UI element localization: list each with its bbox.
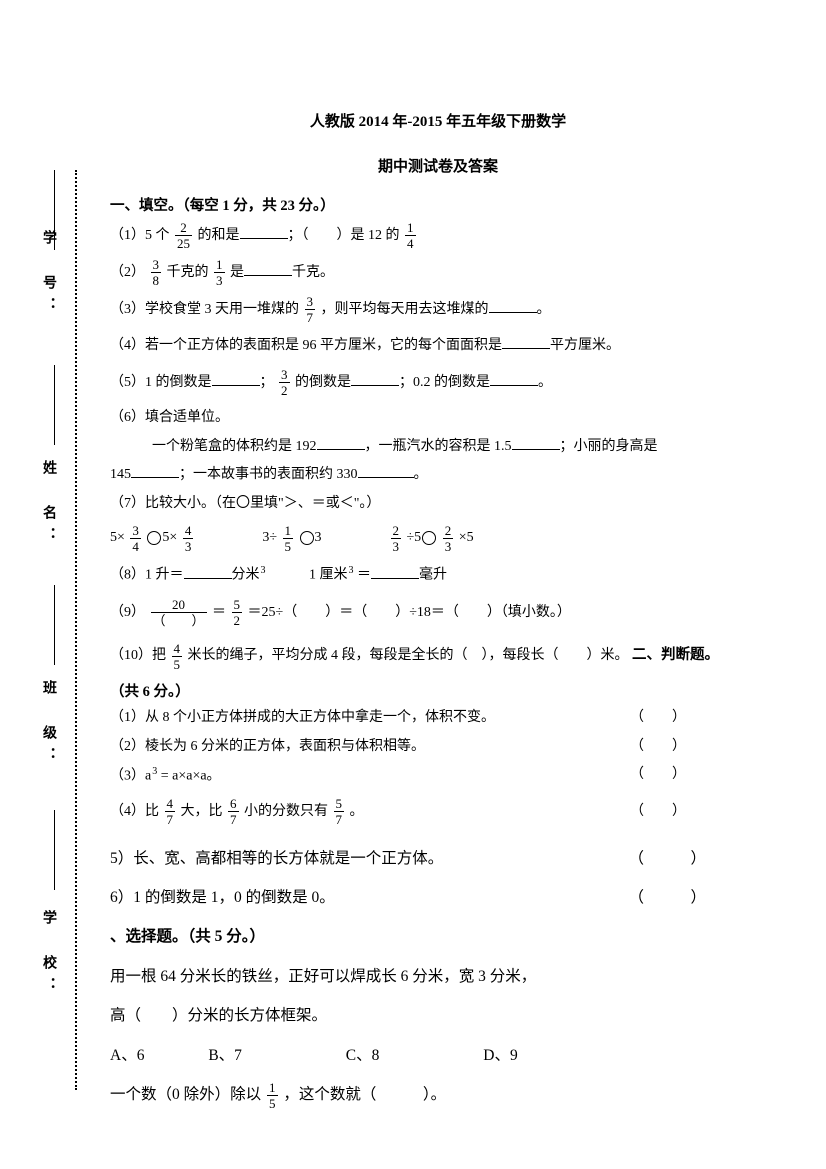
doc-title-1: 人教版 2014 年-2015 年五年级下册数学 [110,110,766,131]
s2q3: （3）a3 = a×a×a。 （ ） [110,762,766,790]
side-blank-class [54,585,55,665]
side-blank-name [54,365,55,445]
q5: （5）1 的倒数是； 32 的倒数是；0.2 的倒数是。 [110,368,766,399]
section2-sub: （共 6 分。） [110,680,766,701]
side-label-class: 班 级： [38,680,58,769]
q7-body: 5× 34 5× 43 3÷ 15 3 23 ÷5 23 ×5 [110,523,766,554]
sidebar-binding: 学 号： 姓 名： 班 级： 学 校： [20,170,100,1090]
q4: （4）若一个正方体的表面积是 96 平方厘米，它的每个面面积是平方厘米。 [110,331,766,362]
s2q6: 6）1 的倒数是 1，0 的倒数是 0。（ ） [110,883,766,912]
q7-head: （7）比较大小。（在〇里填"＞、＝或＜"。） [110,491,766,518]
s2q4: （4）比 47 大，比 67 小的分数只有 57 。 （ ） [110,797,766,828]
page-container: 学 号： 姓 名： 班 级： 学 校： 人教版 2014 年-2015 年五年级… [0,0,826,1169]
q2: （2） 38 千克的 13 是千克。 [110,258,766,289]
s3q1a: 用一根 64 分米长的铁丝，正好可以焊成长 6 分米，宽 3 分米， [110,962,766,991]
s3q1opts: A、6 B、7 C、8 D、9 [110,1041,766,1070]
q10: （10）把 45 米长的绳子，平均分成 4 段，每段是全长的（ ），每段长（ ）… [110,640,766,672]
side-blank-school [54,810,55,890]
side-label-name: 姓 名： [38,460,58,549]
s3q1b: 高（ ）分米的长方体框架。 [110,1001,766,1030]
q3: （3）学校食堂 3 天用一堆煤的 37 ，则平均每天用去这堆煤的。 [110,295,766,326]
side-blank-number [54,170,55,250]
s2q2: （2）棱长为 6 分米的正方体，表面积与体积相等。（ ） [110,734,766,761]
q9: （9） 20（ ） ＝ 52 ＝25÷（ ）＝（ ）÷18＝（ ）（填小数。） [110,598,766,629]
q8: （8）1 升＝分米3 1 厘米3 ＝毫升 [110,560,766,591]
section1-head: 一、填空。（每空 1 分，共 23 分。） [110,194,766,215]
s2q1: （1）从 8 个小正方体拼成的大正方体中拿走一个，体积不变。（ ） [110,705,766,732]
section3-head: 、选择题。（共 5 分。） [110,922,766,951]
side-label-number: 学 号： [38,230,58,319]
q1: （1）5 个 225 的和是；（ ）是 12 的 14 [110,221,766,252]
side-label-school: 学 校： [38,910,58,999]
doc-title-2: 期中测试卷及答案 [110,155,766,176]
q6-head: （6）填合适单位。 [110,405,766,432]
s3q2: 一个数（0 除外）除以 15 ，这个数就（ ）。 [110,1080,766,1110]
dotted-fold-line [75,170,77,1090]
s2q5: 5）长、宽、高都相等的长方体就是一个正方体。（ ） [110,844,766,873]
q6-body: 一个粉笔盒的体积约是 192，一瓶汽水的容积是 1.5；小丽的身高是 [110,434,766,461]
section2-head: 二、判断题。 [632,647,719,663]
q6-body2: 145；一本故事书的表面积约 330。 [110,462,766,489]
